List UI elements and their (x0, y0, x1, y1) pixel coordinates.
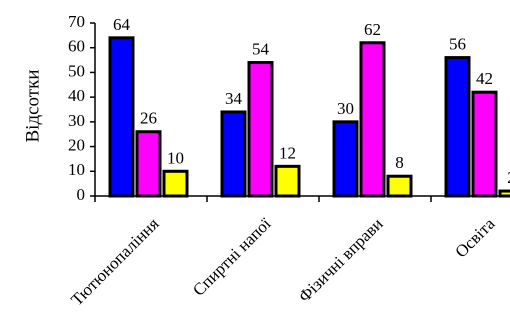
data-label: 12 (279, 143, 296, 162)
x-tick-label: Тютюнопаління (67, 214, 162, 309)
y-tick-label: 40 (68, 86, 85, 105)
bar (274, 164, 301, 198)
x-tick-label: Спиртні напої (189, 214, 275, 300)
bar (332, 120, 359, 198)
data-label: 26 (140, 109, 157, 128)
data-label: 10 (167, 148, 184, 167)
y-tick-label: 0 (77, 185, 86, 204)
y-tick-label: 70 (68, 12, 85, 31)
data-label: 2 (507, 168, 510, 187)
data-label: 62 (364, 20, 381, 39)
y-tick-label: 60 (68, 37, 85, 56)
bar (359, 41, 386, 198)
data-label: 64 (113, 15, 131, 34)
bar (386, 174, 413, 198)
data-label: 8 (395, 153, 404, 172)
x-tick-label: Фізичні вправи (295, 214, 387, 306)
data-label: 34 (225, 89, 243, 108)
y-tick-label: 50 (68, 61, 85, 80)
bar (220, 110, 247, 198)
y-tick-label: 30 (68, 111, 85, 130)
x-tick-label: Освіта (451, 214, 499, 262)
bar (247, 61, 274, 198)
axes-group (90, 22, 510, 202)
data-label: 42 (476, 69, 493, 88)
bar (108, 36, 135, 198)
data-label: 56 (449, 35, 466, 54)
bar (498, 189, 510, 198)
bar (444, 56, 471, 198)
bar (135, 130, 162, 198)
bars-group (108, 36, 510, 198)
bar (162, 169, 189, 198)
data-label: 30 (337, 99, 354, 118)
y-tick-label: 20 (68, 135, 85, 154)
bar (471, 90, 498, 198)
y-tick-label: 10 (68, 160, 85, 179)
data-label: 54 (252, 40, 270, 59)
y-axis-label: Відсотки (22, 69, 43, 142)
